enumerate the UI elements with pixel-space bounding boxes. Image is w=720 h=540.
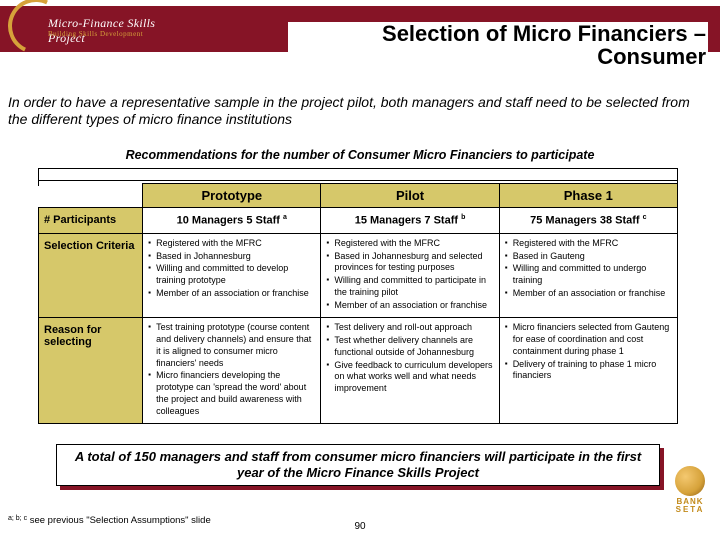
participants-phase1-super: c (643, 214, 647, 221)
list-item: Willing and committed to undergo trainin… (505, 263, 672, 287)
table-row-reason: Reason for selecting Test training proto… (39, 317, 678, 423)
participants-pilot: 15 Managers 7 Staff b (321, 208, 499, 234)
page-number: 90 (354, 521, 365, 532)
list-item: Based in Johannesburg (148, 251, 315, 263)
table-header-prototype: Prototype (143, 184, 321, 208)
list-item: Micro financiers selected from Gauteng f… (505, 322, 672, 358)
participants-pilot-super: b (461, 214, 465, 221)
brand-logo-subtext: Building Skills Development (48, 30, 143, 38)
list-item: Member of an association or franchise (505, 288, 672, 300)
list-item: Willing and committed to develop trainin… (148, 263, 315, 287)
slide-title-line1: Selection of Micro Financiers – (288, 22, 708, 45)
criteria-label: Selection Criteria (39, 233, 143, 317)
list-item: Test whether delivery channels are funct… (326, 335, 493, 359)
bank-seta-disc-icon (675, 466, 705, 496)
list-item: Registered with the MFRC (148, 238, 315, 250)
bank-seta-logo: BANK SETA (668, 462, 712, 514)
list-item: Micro financiers developing the prototyp… (148, 370, 315, 418)
criteria-prototype: Registered with the MFRCBased in Johanne… (143, 233, 321, 317)
list-item: Give feedback to curriculum developers o… (326, 360, 493, 396)
participants-phase1: 75 Managers 38 Staff c (499, 208, 677, 234)
table-topline (38, 180, 678, 181)
list-item: Member of an association or franchise (326, 300, 493, 312)
reason-label: Reason for selecting (39, 317, 143, 423)
brand-logo: Micro-Finance Skills Project Building Sk… (4, 0, 169, 60)
table-row-criteria: Selection Criteria Registered with the M… (39, 233, 678, 317)
list-item: Test training prototype (course content … (148, 322, 315, 370)
list-item: Delivery of training to phase 1 micro fi… (505, 359, 672, 383)
participants-pilot-text: 15 Managers 7 Staff (355, 215, 458, 227)
slide-title-line2: Consumer (288, 45, 708, 68)
footnote-super: a; b; c (8, 515, 27, 522)
recommendations-heading: Recommendations for the number of Consum… (58, 148, 662, 162)
participants-prototype-text: 10 Managers 5 Staff (177, 215, 280, 227)
reason-pilot: Test delivery and roll-out approachTest … (321, 317, 499, 423)
footnote-text: see previous "Selection Assumptions" sli… (27, 515, 211, 526)
intro-paragraph: In order to have a representative sample… (8, 94, 712, 128)
list-item: Test delivery and roll-out approach (326, 322, 493, 334)
criteria-pilot: Registered with the MFRCBased in Johanne… (321, 233, 499, 317)
footnote: a; b; c see previous "Selection Assumpti… (8, 515, 211, 526)
list-item: Registered with the MFRC (505, 238, 672, 250)
participants-prototype: 10 Managers 5 Staff a (143, 208, 321, 234)
total-box: A total of 150 managers and staff from c… (56, 444, 660, 486)
selection-table: Prototype Pilot Phase 1 # Participants 1… (38, 183, 678, 424)
table-header-row: Prototype Pilot Phase 1 (39, 184, 678, 208)
list-item: Member of an association or franchise (148, 288, 315, 300)
list-item: Based in Johannesburg and selected provi… (326, 251, 493, 275)
table-row-participants: # Participants 10 Managers 5 Staff a 15 … (39, 208, 678, 234)
table-header-phase1: Phase 1 (499, 184, 677, 208)
list-item: Registered with the MFRC (326, 238, 493, 250)
criteria-phase1: Registered with the MFRCBased in Gauteng… (499, 233, 677, 317)
list-item: Based in Gauteng (505, 251, 672, 263)
participants-phase1-text: 75 Managers 38 Staff (530, 215, 639, 227)
reason-phase1: Micro financiers selected from Gauteng f… (499, 317, 677, 423)
table-header-empty (39, 184, 143, 208)
reason-prototype: Test training prototype (course content … (143, 317, 321, 423)
participants-prototype-super: a (283, 214, 287, 221)
slide-title: Selection of Micro Financiers – Consumer (288, 22, 708, 68)
table-header-pilot: Pilot (321, 184, 499, 208)
list-item: Willing and committed to participate in … (326, 275, 493, 299)
participants-label: # Participants (39, 208, 143, 234)
bank-seta-line2: SETA (676, 506, 705, 514)
